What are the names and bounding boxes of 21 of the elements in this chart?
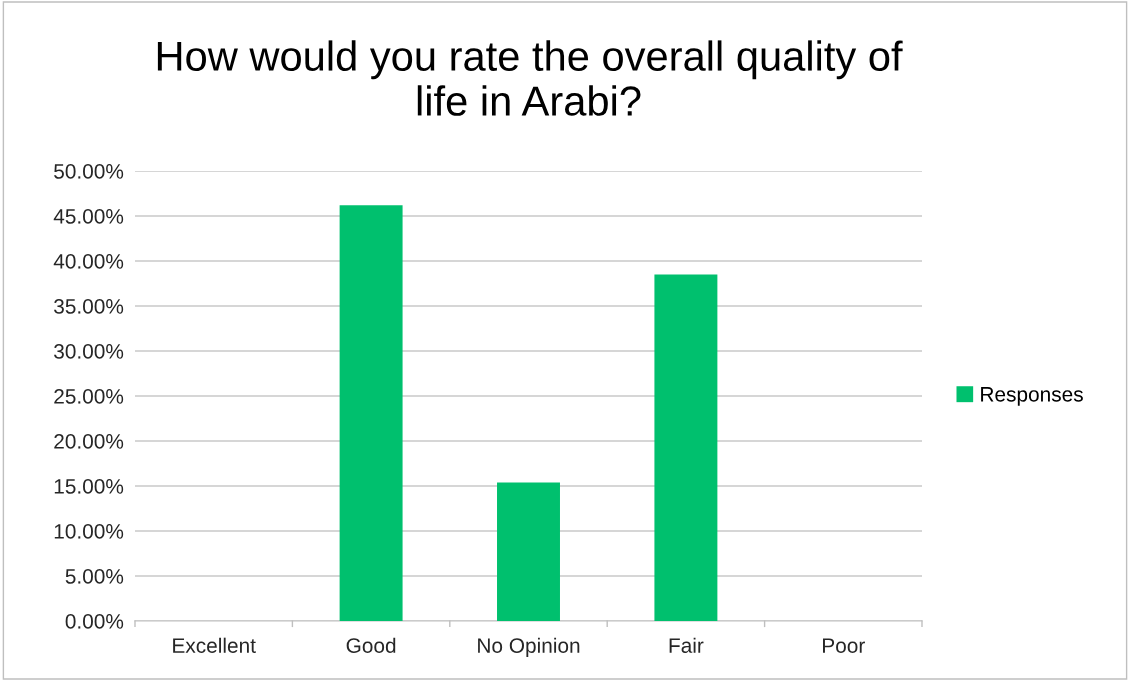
y-tick-label: 40.00%: [53, 254, 124, 269]
x-tick-label: No Opinion: [478, 637, 580, 658]
y-tick-label: 35.00%: [54, 299, 124, 314]
bar: [339, 205, 403, 621]
y-tick-label: 45.00%: [53, 209, 124, 224]
x-tick-label: Good: [346, 637, 396, 653]
x-tick-label: Fair: [669, 637, 704, 653]
y-tick-label: 10.00%: [54, 524, 124, 539]
y-tick-label: 0.00%: [65, 614, 124, 629]
x-tick-label: Poor: [823, 638, 865, 653]
y-tick-label: 30.00%: [54, 344, 124, 359]
y-tick-label: 25.00%: [54, 389, 124, 404]
bar: [654, 274, 718, 621]
x-tick-label: Excellent: [173, 637, 256, 653]
chart-title: How would you rate the overall quality of life in Arabi?: [157, 40, 903, 116]
legend-label: Responses: [981, 387, 1083, 406]
y-tick-label: 15.00%: [54, 479, 124, 494]
y-tick-label: 5.00%: [65, 569, 124, 584]
y-tick-label: 50.00%: [54, 164, 124, 179]
bar: [497, 482, 560, 621]
y-tick-label: 20.00%: [54, 434, 124, 449]
